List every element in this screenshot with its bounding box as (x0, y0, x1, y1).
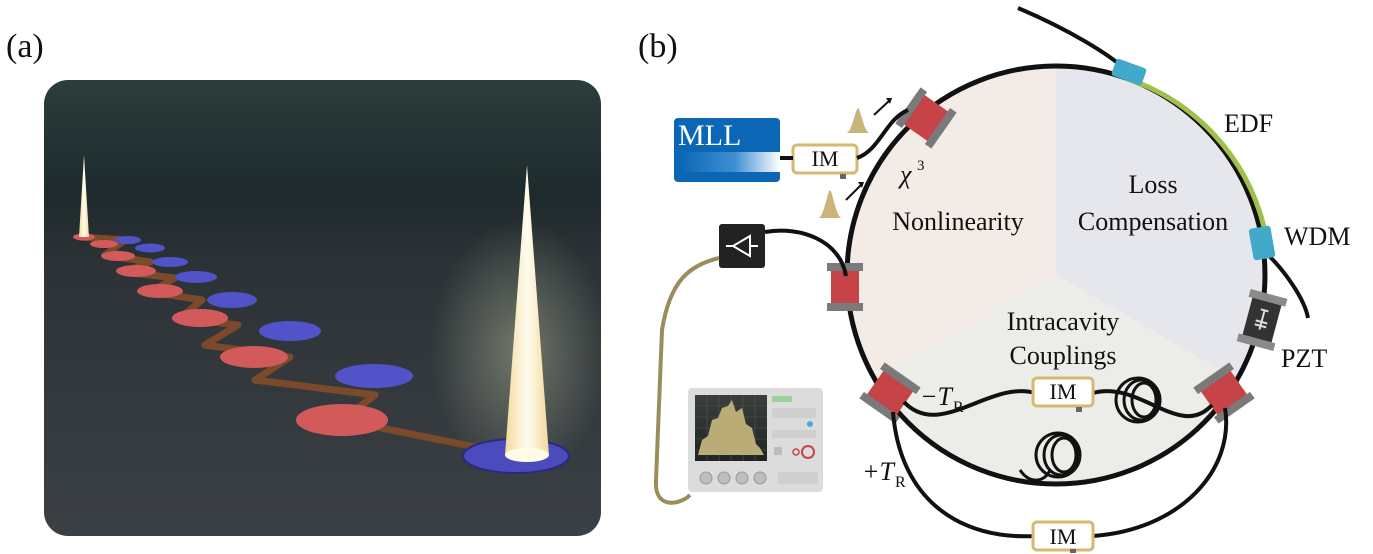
delay-line-plus (891, 407, 1229, 539)
intracavity-label: Intracavity (1007, 307, 1120, 336)
mll-laser: MLL (674, 118, 780, 182)
wdm-label: WDM (1284, 222, 1350, 251)
panel-b-label: (b) (638, 28, 678, 65)
plus-tr-subscript: R (895, 474, 906, 491)
edf-fiber (1124, 75, 1267, 228)
panel-a-render (44, 80, 610, 536)
wdm-coupler-top (1111, 58, 1147, 86)
pulse-icon-out (818, 190, 842, 218)
light-beam-near (505, 165, 549, 455)
photodetector-icon (719, 224, 765, 268)
loss-label: Loss (1128, 170, 1177, 199)
mll-label: MLL (678, 119, 741, 152)
minus-tr-subscript: R (953, 399, 964, 416)
light-beam-far (79, 155, 89, 237)
signal-cable (653, 256, 720, 505)
pzt-label: PZT (1281, 344, 1327, 373)
sector-nonlinearity (846, 65, 1056, 380)
panel-a-label: (a) (6, 28, 44, 65)
coupler-input (895, 87, 957, 149)
compensation-label: Compensation (1078, 207, 1228, 236)
edf-label: EDF (1224, 109, 1273, 138)
im-label-1: IM (812, 146, 839, 171)
pzt-actuator (1236, 289, 1288, 351)
chi-superscript: 3 (917, 158, 925, 174)
im-modulator-plus: IM (1031, 520, 1095, 553)
im-label-3: IM (1050, 524, 1077, 549)
pulse-icon-in (846, 108, 870, 133)
nonlinearity-label: Nonlinearity (892, 207, 1023, 236)
panel-b-schematic: IM IM IM MLL (653, 6, 1310, 553)
fiber-spool-1 (1018, 431, 1082, 482)
minus-tr-label: −T (920, 382, 954, 411)
wdm-coupler (1248, 225, 1276, 261)
im-modulator-minus: IM (1031, 376, 1095, 412)
sector-loss-compensation (1056, 65, 1266, 380)
chi-label: χ (897, 160, 912, 189)
coupler-lower-left (859, 362, 921, 424)
couplings-label: Couplings (1010, 341, 1117, 370)
plus-tr-label: +T (862, 457, 896, 486)
fiber-spool-2 (1114, 376, 1162, 424)
im-label-2: IM (1050, 379, 1077, 404)
oscilloscope-icon (688, 388, 823, 492)
im-modulator-input: IM (791, 143, 859, 179)
